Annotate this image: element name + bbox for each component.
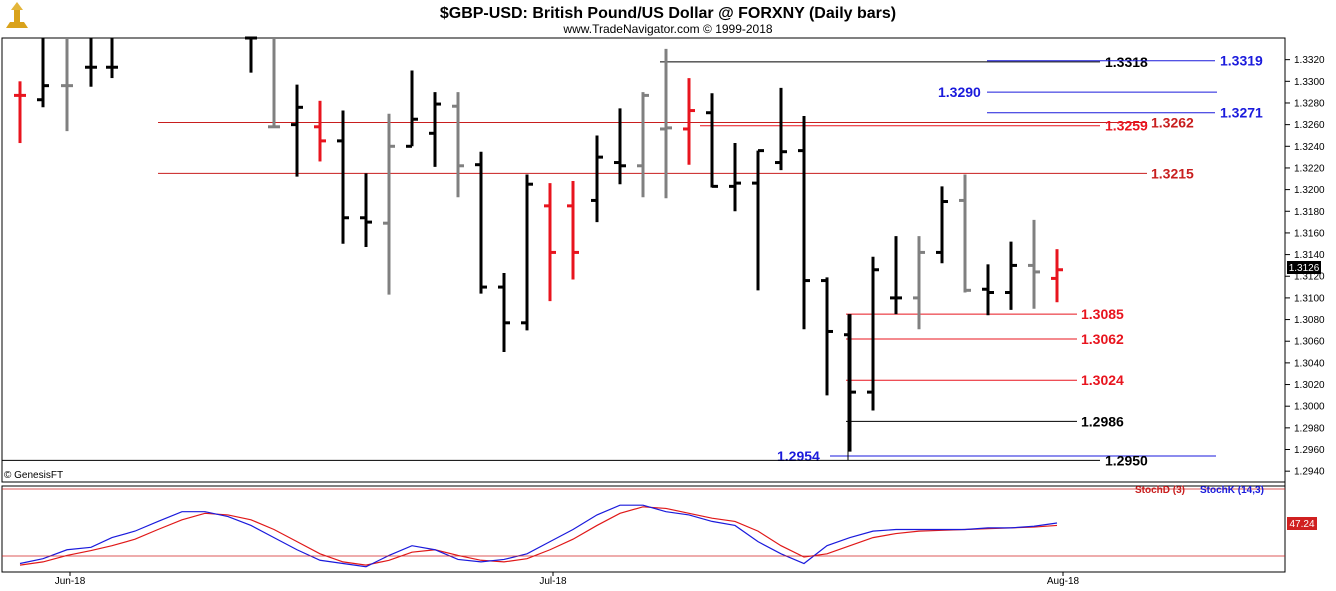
ohlc-bars	[14, 36, 1063, 452]
price-tick-label: 1.2980	[1294, 423, 1325, 434]
price-tick-label: 1.3280	[1294, 98, 1325, 109]
ohlc-bar	[383, 113, 395, 295]
price-level-label: 1.3319	[1220, 53, 1263, 69]
price-level-label: 1.3085	[1081, 306, 1124, 322]
price-tick-label: 1.3200	[1294, 185, 1325, 196]
price-tick-label: 1.3160	[1294, 228, 1325, 239]
stoch-d-legend: StochD (3)	[1135, 485, 1185, 496]
price-level-label: 1.2986	[1081, 413, 1124, 429]
stochastic-lines	[19, 504, 1058, 568]
date-axis: Jun-18 Jul-18 Aug-18	[55, 572, 1080, 587]
price-tick-label: 1.3300	[1294, 77, 1325, 88]
chart-subtitle: www.TradeNavigator.com © 1999-2018	[562, 22, 772, 36]
ohlc-bar	[245, 36, 257, 73]
last-price-label: 1.3126	[1289, 263, 1320, 274]
ohlc-bar	[406, 70, 418, 148]
chart-title: $GBP-USD: British Pound/US Dollar @ FORX…	[440, 5, 896, 22]
ohlc-bar	[637, 92, 649, 198]
ohlc-bar	[890, 236, 902, 315]
date-tick-label: Jun-18	[55, 576, 86, 587]
price-tick-label: 1.3080	[1294, 315, 1325, 326]
date-tick-label: Aug-18	[1047, 576, 1080, 587]
ohlc-bar	[821, 277, 833, 396]
price-tick-label: 1.3140	[1294, 250, 1325, 261]
ohlc-bar	[291, 84, 303, 177]
price-tick-label: 1.3000	[1294, 402, 1325, 413]
date-tick-label: Jul-18	[539, 576, 567, 587]
price-level-label: 1.3024	[1081, 372, 1124, 388]
price-level-label: 1.2950	[1105, 452, 1148, 468]
price-level-label: 1.3215	[1151, 165, 1194, 181]
ohlc-bar	[268, 38, 280, 129]
price-tick-label: 1.2940	[1294, 467, 1325, 478]
ohlc-bar	[452, 92, 464, 198]
ohlc-bar	[591, 135, 603, 223]
ohlc-bar	[913, 236, 925, 330]
ohlc-bar	[544, 183, 556, 302]
ohlc-bar	[521, 174, 533, 331]
ohlc-bar	[775, 87, 787, 171]
price-tick-label: 1.3320	[1294, 55, 1325, 66]
ohlc-bar	[798, 115, 810, 330]
ohlc-bar	[61, 38, 73, 132]
ohlc-bar	[106, 38, 118, 79]
price-tick-label: 1.3120	[1294, 272, 1325, 283]
ohlc-bar	[706, 93, 718, 188]
stoch-k-line	[19, 504, 1058, 568]
price-tick-label: 1.3180	[1294, 207, 1325, 218]
ohlc-bar	[844, 314, 856, 452]
ohlc-bar	[429, 92, 441, 167]
stochastic-panel	[1, 485, 1286, 573]
price-level-label: 1.3290	[938, 84, 981, 100]
ohlc-bar	[867, 256, 879, 411]
price-tick-label: 1.2960	[1294, 445, 1325, 456]
price-level-label: 1.3262	[1151, 114, 1194, 130]
price-tick-label: 1.3220	[1294, 163, 1325, 174]
price-level-label: 1.3318	[1105, 54, 1148, 70]
price-tick-label: 1.3040	[1294, 358, 1325, 369]
copyright-label: © GenesisFT	[4, 470, 63, 481]
price-tick-label: 1.3020	[1294, 380, 1325, 391]
trade-navigator-logo-icon	[6, 2, 28, 28]
ohlc-bar	[729, 143, 741, 212]
ohlc-bar	[660, 48, 672, 199]
ohlc-bar	[1051, 249, 1063, 303]
ohlc-bar	[1005, 241, 1017, 310]
price-tick-label: 1.3260	[1294, 120, 1325, 131]
stoch-value-label: 47.24	[1289, 519, 1314, 530]
ohlc-bar	[614, 108, 626, 185]
price-level-label: 1.3062	[1081, 331, 1124, 347]
stoch-d-line	[19, 506, 1058, 566]
ohlc-bar	[37, 38, 49, 108]
price-axis: 1.3320 1.3300 1.3280 1.3260 1.3240 1.3220 1.32…	[1285, 55, 1325, 478]
ohlc-bar	[567, 180, 579, 280]
price-level-label: 1.3271	[1220, 105, 1263, 121]
ohlc-bar	[683, 78, 695, 165]
price-tick-label: 1.3240	[1294, 142, 1325, 153]
ohlc-bar	[360, 173, 372, 248]
ohlc-bar	[498, 272, 510, 353]
stoch-k-legend: StochK (14,3)	[1200, 485, 1264, 496]
ohlc-bar	[752, 149, 764, 291]
ohlc-bar	[959, 174, 971, 293]
ohlc-bar	[337, 110, 349, 244]
ohlc-bar	[936, 186, 948, 264]
price-level-label: 1.2954	[777, 448, 820, 464]
price-level-label: 1.3259	[1105, 118, 1148, 134]
price-tick-label: 1.3060	[1294, 337, 1325, 348]
ohlc-bar	[982, 264, 994, 316]
ohlc-bar	[314, 100, 326, 162]
ohlc-bar	[1028, 219, 1040, 309]
ohlc-bar	[85, 38, 97, 87]
price-tick-label: 1.3100	[1294, 293, 1325, 304]
ohlc-bar	[14, 81, 26, 144]
ohlc-bar	[475, 151, 487, 294]
